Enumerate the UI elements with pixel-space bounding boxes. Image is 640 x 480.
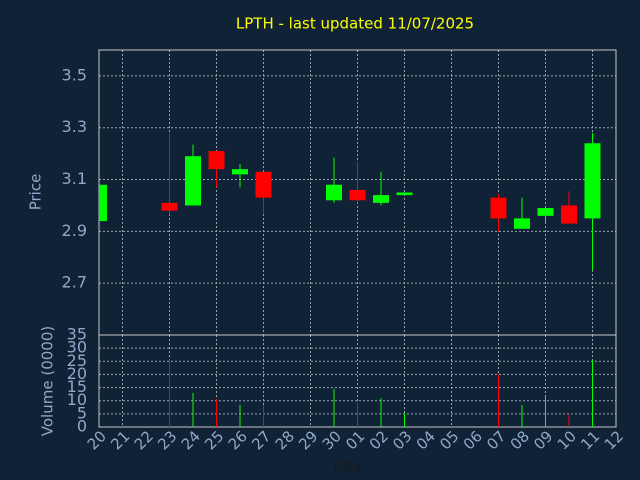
chart-title: LPTH - last updated 11/07/2025 xyxy=(236,15,474,33)
y-tick-label: 2.7 xyxy=(62,273,87,292)
x-tick-label: 02 xyxy=(366,427,392,453)
x-tick-label: 01 xyxy=(342,427,368,453)
x-tick-label: 05 xyxy=(436,427,462,453)
x-tick-label: 23 xyxy=(154,427,180,453)
volume-tick-label: 0 xyxy=(77,417,87,436)
candle-body xyxy=(232,169,248,175)
x-tick-label: 04 xyxy=(413,427,439,453)
volume-tick-label: 35 xyxy=(67,325,87,344)
candle-body xyxy=(537,208,554,216)
volume-tick-label: 20 xyxy=(67,364,87,383)
x-tick-label: 29 xyxy=(295,427,321,453)
volume-tick-label: 15 xyxy=(67,377,87,396)
candle-body xyxy=(373,195,389,203)
marks xyxy=(99,132,601,427)
y-tick-label: 2.9 xyxy=(62,221,87,240)
x-tick-label: 09 xyxy=(530,427,556,453)
x-tick-label: 07 xyxy=(483,427,509,453)
volume-tick-label: 10 xyxy=(67,390,87,409)
candle-body xyxy=(161,202,178,211)
x-tick-label: 11 xyxy=(577,427,603,453)
x-tick-label: 06 xyxy=(460,427,486,453)
candle-body xyxy=(396,192,413,196)
x-tick-label: 10 xyxy=(554,427,580,453)
candle-body xyxy=(255,171,272,198)
x-tick-label: 28 xyxy=(272,427,298,453)
x-tick-label: 20 xyxy=(84,427,110,453)
candle-body xyxy=(561,205,577,224)
candle-body xyxy=(490,197,507,219)
x-tick-label: 21 xyxy=(107,427,133,453)
candle-body xyxy=(584,143,601,219)
x-tick-label: 24 xyxy=(178,427,204,453)
x-tick-label: 22 xyxy=(131,427,157,453)
candle-body xyxy=(514,218,530,229)
volume-tick-label: 30 xyxy=(67,338,87,357)
x-tick-label: 27 xyxy=(248,427,274,453)
candle-body xyxy=(208,151,225,170)
x-tick-label: 08 xyxy=(507,427,533,453)
y-tick-label: 3.1 xyxy=(62,169,87,188)
volume-tick-label: 25 xyxy=(67,351,87,370)
x-tick-label: 26 xyxy=(225,427,251,453)
y-tick-label: 3.5 xyxy=(62,65,87,84)
candle-body xyxy=(326,184,342,201)
candle-body xyxy=(349,189,366,201)
y-axis-label: Price xyxy=(27,174,45,211)
candle-body xyxy=(185,156,201,206)
x-tick-label: 12 xyxy=(601,427,627,453)
volume-tick-label: 5 xyxy=(77,403,87,422)
candle-body xyxy=(99,184,107,221)
volume-axis-label: Volume (0000) xyxy=(39,326,57,436)
y-tick-label: 3.3 xyxy=(62,117,87,136)
x-tick-label: 03 xyxy=(389,427,415,453)
x-tick-label: 30 xyxy=(319,427,345,453)
x-tick-label: 25 xyxy=(201,427,227,453)
x-axis-label: Day xyxy=(333,457,363,475)
